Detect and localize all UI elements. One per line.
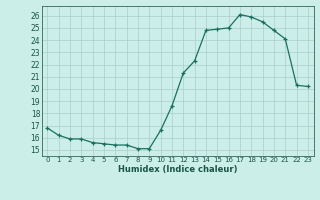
X-axis label: Humidex (Indice chaleur): Humidex (Indice chaleur) <box>118 165 237 174</box>
